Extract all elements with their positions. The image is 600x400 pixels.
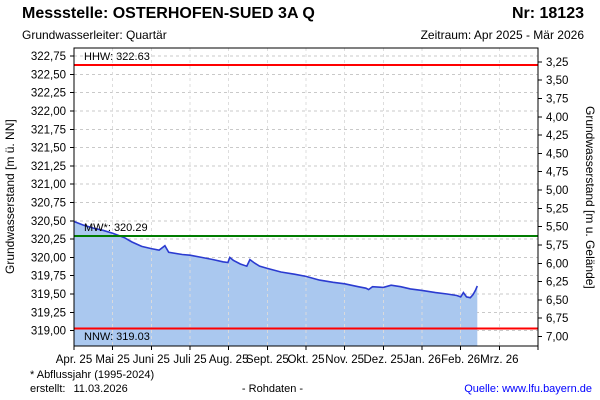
x-tick-label: Sept. 25 xyxy=(246,354,289,366)
period-label: Zeitraum: Apr 2025 - Mär 2026 xyxy=(420,28,584,42)
y-axis-title-right: Grundwasserstand [m u. Gelände] xyxy=(583,105,597,289)
y-right-tick-label: 6,00 xyxy=(546,258,568,270)
y-left-tick-label: 319,75 xyxy=(31,271,66,283)
y-right-tick-label: 4,75 xyxy=(546,167,568,179)
x-tick-label: Mrz. 26 xyxy=(480,354,518,366)
x-tick-label: Aug. 25 xyxy=(209,354,249,366)
y-right-tick-label: 5,00 xyxy=(546,185,568,197)
y-left-tick-label: 321,25 xyxy=(31,161,66,173)
y-left-tick-label: 322,25 xyxy=(31,88,66,100)
y-left-tick-label: 320,50 xyxy=(31,216,66,228)
footnote-abflussjahr: * Abflussjahr (1995-2024) xyxy=(30,369,155,381)
y-right-tick-label: 5,25 xyxy=(546,203,568,215)
y-left-tick-label: 319,00 xyxy=(31,326,66,338)
x-tick-label: Apr. 25 xyxy=(56,354,92,366)
y-right-tick-label: 6,75 xyxy=(546,313,568,325)
x-tick-label: Feb. 26 xyxy=(441,354,480,366)
y-right-tick-label: 6,25 xyxy=(546,277,568,289)
y-left-tick-label: 322,75 xyxy=(31,51,66,63)
station-title: Messstelle: OSTERHOFEN-SUED 3A Q xyxy=(22,5,315,22)
y-left-tick-label: 322,50 xyxy=(31,69,66,81)
created-label: erstellt: xyxy=(30,383,66,395)
reference-label-hhw: HHW: 322.63 xyxy=(84,50,150,63)
source-label: Quelle: xyxy=(464,383,500,395)
y-left-tick-label: 321,75 xyxy=(31,124,66,136)
y-left-tick-label: 319,25 xyxy=(31,307,66,319)
y-right-tick-label: 4,50 xyxy=(546,148,568,160)
y-left-tick-label: 320,25 xyxy=(31,234,66,246)
x-tick-label: Juni 25 xyxy=(133,354,170,366)
y-right-tick-label: 3,75 xyxy=(546,94,568,106)
y-right-tick-label: 4,25 xyxy=(546,130,568,142)
y-right-tick-label: 3,50 xyxy=(546,75,568,87)
aquifer-label: Grundwasserleiter: Quartär xyxy=(22,28,167,42)
x-tick-label: Dez. 25 xyxy=(364,354,404,366)
y-left-tick-label: 321,00 xyxy=(31,179,66,191)
x-tick-label: Juli 25 xyxy=(173,354,206,366)
station-number: Nr: 18123 xyxy=(511,5,584,22)
source-line: Quelle: www.lfu.bayern.de xyxy=(464,383,592,395)
x-tick-label: Mai 25 xyxy=(95,354,130,366)
x-tick-label: Okt. 25 xyxy=(287,354,324,366)
series-area xyxy=(74,221,478,346)
x-tick-label: Nov. 25 xyxy=(325,354,364,366)
y-left-tick-label: 320,00 xyxy=(31,252,66,264)
y-left-tick-label: 321,50 xyxy=(31,143,66,155)
created-date-line: erstellt: 11.03.2026 xyxy=(30,383,128,395)
y-right-tick-label: 5,50 xyxy=(546,222,568,234)
y-left-tick-label: 319,50 xyxy=(31,289,66,301)
reference-label-nnw: NNW: 319.03 xyxy=(84,331,150,344)
y-right-tick-label: 4,00 xyxy=(546,112,568,124)
reference-label-mw: MW*: 320.29 xyxy=(84,222,148,235)
y-left-tick-label: 322,00 xyxy=(31,106,66,118)
y-left-tick-label: 320,75 xyxy=(31,197,66,209)
y-right-tick-label: 6,50 xyxy=(546,295,568,307)
created-date: 11.03.2026 xyxy=(73,383,128,395)
source-link[interactable]: www.lfu.bayern.de xyxy=(502,383,592,395)
x-tick-label: Jan. 26 xyxy=(403,354,441,366)
y-right-tick-label: 3,25 xyxy=(546,57,568,69)
raw-data-note: - Rohdaten - xyxy=(241,383,304,395)
y-right-tick-label: 5,75 xyxy=(546,240,568,252)
y-axis-title-left: Grundwasserstand [m ü. NN] xyxy=(3,119,17,275)
y-right-tick-label: 7,00 xyxy=(546,331,568,343)
series-line xyxy=(73,220,479,299)
